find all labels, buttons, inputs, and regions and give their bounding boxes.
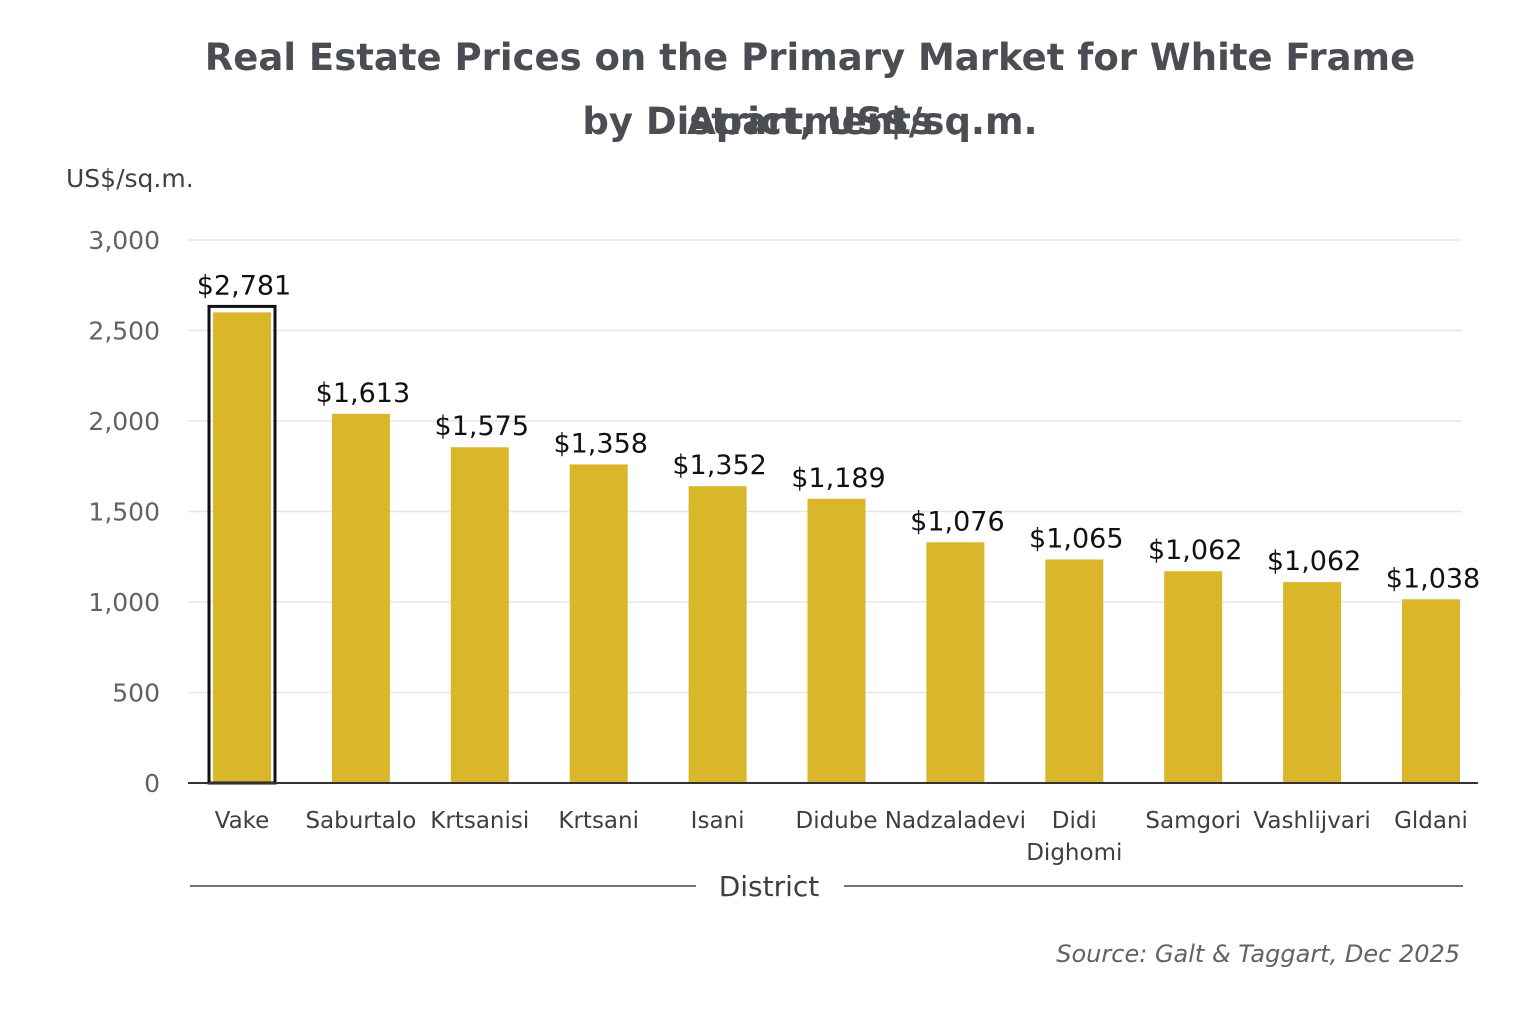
- bar: [331, 413, 390, 783]
- y-tick-label: 2,000: [88, 407, 160, 436]
- x-tick-label: Gldani: [1394, 808, 1468, 834]
- bar: [688, 486, 747, 783]
- bar: [1164, 571, 1223, 783]
- value-label: $1,358: [553, 428, 647, 459]
- bar: [569, 464, 628, 783]
- value-labels: $2,781 $1,613 $1,575 $1,358 $1,352 $1,189 $1,0…: [197, 270, 1480, 594]
- x-tick-label: Samgori: [1145, 808, 1241, 834]
- value-label: $1,352: [672, 450, 766, 481]
- value-label: $1,613: [316, 378, 410, 409]
- x-axis-label: District: [719, 870, 820, 903]
- value-label: $1,062: [1148, 535, 1242, 566]
- bar: [450, 447, 509, 783]
- y-tick-labels: 0 500 1,000 1,500 2,000 2,500 3,000: [88, 226, 160, 798]
- y-tick-label: 2,500: [88, 317, 160, 346]
- bar: [1045, 559, 1104, 783]
- y-tick-label: 0: [144, 769, 160, 798]
- y-tick-label: 3,000: [88, 226, 160, 255]
- source-note: Source: Galt & Taggart, Dec 2025: [1056, 940, 1460, 968]
- x-tick-label: Isani: [691, 808, 745, 834]
- x-tick-label: Vashlijvari: [1253, 808, 1370, 834]
- x-tick-label: Didube: [795, 808, 877, 834]
- bar: [213, 312, 271, 783]
- bar: [926, 542, 985, 783]
- chart-title: Real Estate Prices on the Primary Market…: [204, 36, 1416, 143]
- bar: [1402, 599, 1460, 783]
- chart-subtitle: by District, US$/sq.m.: [582, 100, 1038, 143]
- x-tick-labels: Vake Saburtalo Krtsanisi Krtsani Isani Didube…: [215, 808, 1468, 866]
- y-tick-label: 1,500: [88, 498, 160, 527]
- value-label: $1,038: [1386, 563, 1480, 594]
- bars: [207, 304, 1460, 785]
- x-tick-label: Vake: [215, 808, 270, 834]
- value-label: $1,189: [791, 463, 885, 494]
- x-tick-label: Krtsanisi: [430, 808, 529, 834]
- bar: [1283, 582, 1342, 783]
- x-tick-label: Nadzaladevi: [885, 808, 1026, 834]
- x-tick-label: Didi Dighomi: [1026, 808, 1122, 866]
- value-label: $1,076: [910, 506, 1004, 537]
- x-tick-label: Saburtalo: [305, 808, 416, 834]
- value-label: $2,781: [197, 270, 291, 301]
- y-axis-label: US$/sq.m.: [66, 164, 194, 193]
- bar: [807, 498, 866, 783]
- x-tick-label: Krtsani: [558, 808, 639, 834]
- y-tick-label: 500: [112, 679, 160, 708]
- value-label: $1,065: [1029, 523, 1123, 554]
- y-tick-label: 1,000: [88, 588, 160, 617]
- value-label: $1,062: [1267, 546, 1361, 577]
- value-label: $1,575: [435, 411, 529, 442]
